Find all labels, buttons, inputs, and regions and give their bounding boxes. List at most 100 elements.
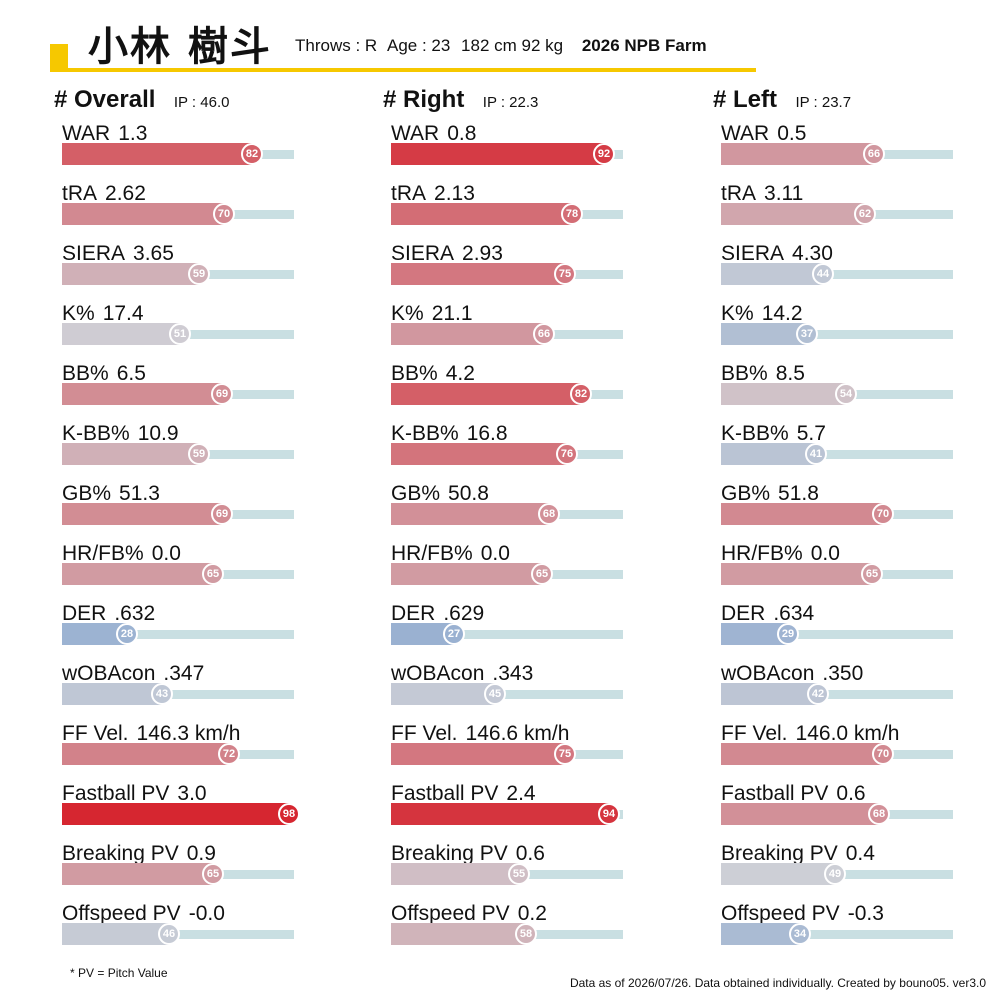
percentile-badge: 70 [213,203,235,225]
metric-row: tRA 2.62 70 [54,182,354,242]
metric-label: tRA 2.13 [391,182,475,206]
metric-value: 51.8 [778,482,819,505]
metric-label: FF Vel. 146.3 km/h [62,722,240,746]
metric-value: .343 [492,662,534,685]
metric-value: 2.13 [434,182,475,205]
metric-label: GB% 50.8 [391,482,489,506]
metric-label: GB% 51.8 [721,482,819,506]
metric-name: BB% [391,362,438,385]
metric-row: wOBAcon .343 45 [383,662,683,722]
metric-label: Offspeed PV -0.3 [721,902,884,926]
metric-row: Offspeed PV -0.3 34 [713,902,1000,962]
percentile-badge: 75 [554,263,576,285]
percentile-bar [391,623,454,645]
panel-ip: IP : 22.3 [482,94,539,111]
percentile-bar [721,803,879,825]
metric-value: 2.93 [462,242,503,265]
metric-value: 0.6 [515,842,545,865]
metric-label: Breaking PV 0.9 [62,842,216,866]
metric-value: 14.2 [761,302,803,325]
metric-name: wOBAcon [62,662,156,685]
metric-name: HR/FB% [391,542,473,565]
metric-row: K% 21.1 66 [383,302,683,362]
percentile-bar [62,563,213,585]
metric-value: 6.5 [116,362,146,385]
panel-ip: IP : 46.0 [173,94,230,111]
metric-value: 10.9 [137,422,179,445]
percentile-bar [391,503,549,525]
metric-row: GB% 50.8 68 [383,482,683,542]
bar-track [391,690,623,699]
metric-list: WAR 1.3 82 tRA 2.62 70 SIERA 3.65 59 K% 17.4 51 BB% 6… [54,122,354,962]
panel-title: # Right [383,86,465,113]
metric-name: K% [62,302,95,325]
metric-name: GB% [721,482,771,505]
percentile-bar [391,443,567,465]
metric-value: 146.0 km/h [795,722,900,745]
percentile-badge: 70 [872,743,894,765]
bar-track [721,690,953,699]
percentile-badge: 65 [202,863,224,885]
percentile-bar [721,323,807,345]
metric-row: HR/FB% 0.0 65 [713,542,1000,602]
metric-label: HR/FB% 0.0 [721,542,840,566]
percentile-bar [391,743,565,765]
metric-label: K-BB% 5.7 [721,422,826,446]
metric-name: BB% [62,362,109,385]
percentile-bar [62,863,213,885]
bar-track [721,930,953,939]
metric-label: WAR 1.3 [62,122,147,146]
metric-label: WAR 0.5 [721,122,806,146]
percentile-badge: 94 [598,803,620,825]
metric-value: 16.8 [466,422,508,445]
metric-row: WAR 1.3 82 [54,122,354,182]
percentile-badge: 41 [805,443,827,465]
percentile-badge: 98 [278,803,300,825]
percentile-badge: 69 [211,503,233,525]
metric-value: .629 [443,602,485,625]
metric-value: 1.3 [118,122,148,145]
percentile-bar [62,323,180,345]
percentile-badge: 28 [116,623,138,645]
metric-name: WAR [721,122,770,145]
metric-label: FF Vel. 146.0 km/h [721,722,899,746]
metric-label: K-BB% 10.9 [62,422,179,446]
bar-track [62,690,294,699]
metric-row: tRA 2.13 78 [383,182,683,242]
metric-value: -0.3 [847,902,884,925]
percentile-bar [391,203,572,225]
metric-label: Fastball PV 0.6 [721,782,866,806]
percentile-badge: 43 [151,683,173,705]
percentile-bar [62,143,252,165]
metric-value: 3.0 [177,782,207,805]
metric-label: wOBAcon .347 [62,662,204,686]
metric-label: FF Vel. 146.6 km/h [391,722,569,746]
metric-label: Offspeed PV 0.2 [391,902,547,926]
percentile-bar [62,503,222,525]
metric-value: 2.62 [105,182,146,205]
metric-row: SIERA 2.93 75 [383,242,683,302]
metric-name: GB% [391,482,441,505]
metric-label: SIERA 3.65 [62,242,174,266]
panel-overall: # Overall IP : 46.0 WAR 1.3 82 tRA 2.62 70 SIE… [54,86,354,962]
metric-name: Offspeed PV [391,902,510,925]
metric-label: SIERA 2.93 [391,242,503,266]
metric-name: K% [721,302,754,325]
metric-name: tRA [62,182,98,205]
percentile-bar [62,623,127,645]
percentile-bar [391,923,526,945]
player-meta: Throws : R Age : 23 182 cm 92 kg 2026 NP… [295,36,713,56]
metric-value: 4.2 [445,362,475,385]
metric-name: GB% [62,482,112,505]
metric-value: 4.30 [792,242,833,265]
metric-label: wOBAcon .343 [391,662,533,686]
metric-name: K-BB% [391,422,459,445]
metric-value: 17.4 [102,302,144,325]
percentile-bar [391,143,604,165]
player-name: 小林 樹斗 [88,24,272,70]
metric-value: .350 [822,662,864,685]
metric-value: 0.0 [151,542,181,565]
metric-value: 0.9 [186,842,216,865]
metric-row: GB% 51.8 70 [713,482,1000,542]
metric-name: Breaking PV [62,842,179,865]
